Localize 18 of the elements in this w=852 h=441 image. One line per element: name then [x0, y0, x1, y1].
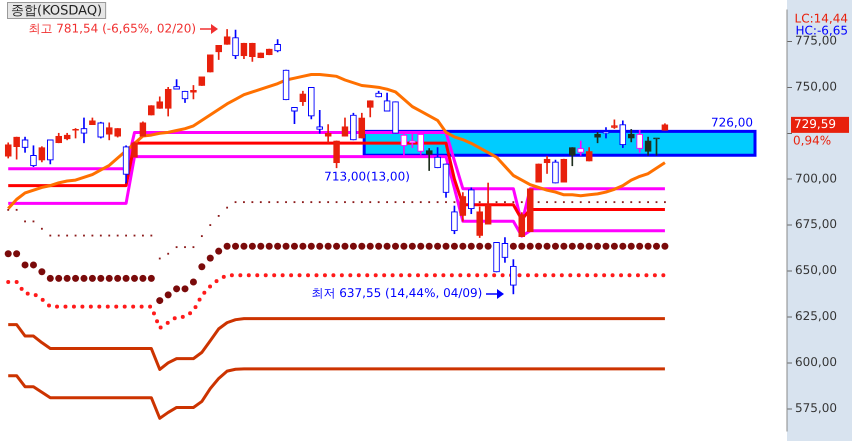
y-tick-label: 625,00 [795, 309, 837, 324]
annotation: 최고 781,54 (-6,65%, 02/20) [28, 22, 196, 36]
candlestick [80, 118, 88, 144]
candlestick [544, 156, 550, 174]
annotation: 최저 637,55 (14,44%, 04/09) [311, 286, 482, 300]
text: LC:14,44 [794, 11, 848, 26]
annotation: 713,00(13,00) [324, 169, 410, 184]
y-tick-label: 675,00 [795, 217, 837, 232]
text: 729,59 [794, 116, 836, 131]
text: 0,94% [793, 133, 832, 148]
y-tick-label: 600,00 [795, 354, 837, 369]
y-tick-label: 650,00 [795, 263, 837, 278]
candlestick [653, 138, 660, 156]
band-label: 726,00 [711, 116, 753, 130]
y-tick-label: 575,00 [795, 400, 837, 415]
y-tick-label: 700,00 [795, 171, 837, 186]
y-tick-label: 750,00 [795, 79, 837, 94]
chart-title: 종합(KOSDAQ) [11, 3, 102, 18]
